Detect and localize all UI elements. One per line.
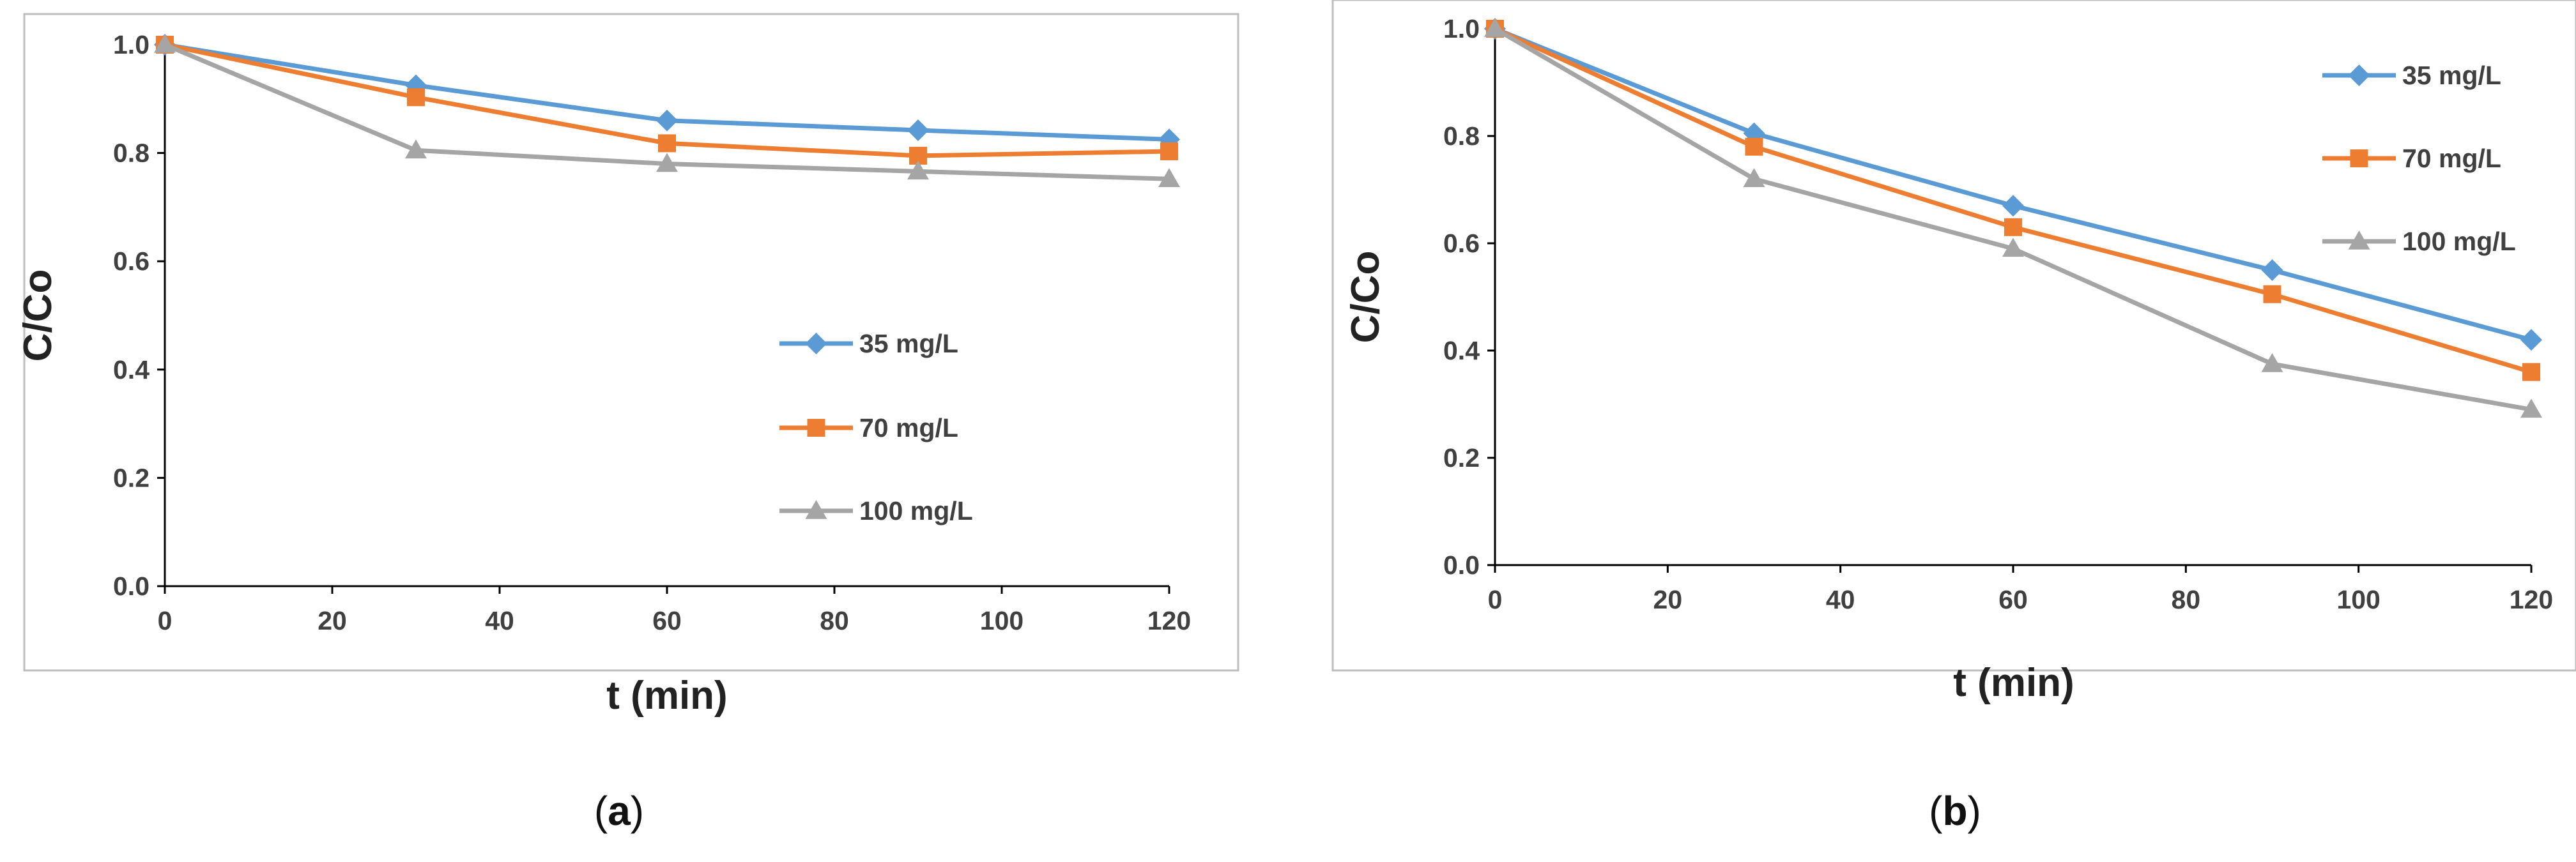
- legend-marker: [805, 333, 827, 354]
- data-point: [909, 146, 927, 165]
- chart-frame: [1331, 0, 2576, 672]
- data-point: [405, 139, 427, 159]
- data-point: [907, 160, 929, 180]
- y-tick-label: 0.4: [113, 355, 150, 384]
- legend-marker: [805, 500, 827, 519]
- x-tick-label: 20: [318, 606, 347, 635]
- x-tick-label: 40: [485, 606, 514, 635]
- data-point: [2263, 285, 2281, 303]
- chart-panel-b: 0.0 0.2 0.4 0.6 0.8 1.0 0 20 40 60 80 100 120 C/Co t (…: [1331, 0, 2576, 834]
- legend-label: 100 mg/L: [2402, 227, 2516, 256]
- x-tick-label: 0: [1488, 585, 1503, 614]
- data-point: [2002, 238, 2024, 257]
- chart-frame: [23, 13, 1239, 672]
- series-100-mg-l: [1484, 18, 2542, 418]
- x-tick-label: 100: [2336, 585, 2380, 614]
- data-point: [2261, 353, 2283, 372]
- legend-label: 70 mg/L: [859, 413, 958, 442]
- x-tick-label: 120: [2510, 585, 2553, 614]
- data-point: [1745, 137, 1763, 156]
- data-point: [407, 88, 425, 107]
- data-point: [658, 134, 676, 153]
- caption-paren-open: (: [594, 788, 608, 834]
- x-tick-label: 0: [158, 606, 172, 635]
- caption-paren-open: (: [1929, 788, 1942, 834]
- legend-entry: 70 mg/L: [779, 413, 958, 442]
- legend-entry: 70 mg/L: [2322, 144, 2501, 173]
- y-tick-label: 0.0: [113, 571, 150, 601]
- data-point: [2002, 195, 2024, 217]
- panel-caption: (b): [1929, 788, 1981, 834]
- x-tick-label: 60: [652, 606, 682, 635]
- legend-marker: [2348, 64, 2370, 86]
- legend-label: 35 mg/L: [859, 329, 958, 358]
- panel-caption: (a): [594, 788, 644, 834]
- data-point: [907, 119, 929, 141]
- y-tick-label: 0.2: [1443, 443, 1480, 473]
- y-tick-label: 1.0: [1443, 14, 1480, 43]
- x-axis-title: t (min): [606, 674, 727, 718]
- data-point: [1484, 18, 1506, 37]
- legend-entry: 35 mg/L: [2322, 61, 2501, 90]
- series-70-mg-l: [156, 36, 1178, 165]
- y-tick-label: 0.4: [1443, 336, 1480, 365]
- data-point: [2522, 363, 2540, 381]
- x-tick-label: 80: [820, 606, 849, 635]
- series-100-mg-l: [154, 34, 1180, 188]
- data-point: [1743, 168, 1765, 187]
- data-point: [656, 153, 678, 172]
- legend-marker: [2348, 231, 2370, 250]
- x-tick-label: 60: [1998, 585, 2028, 614]
- x-tick-label: 40: [1826, 585, 1855, 614]
- caption-paren-close: ): [1968, 788, 1981, 834]
- legend-entry: 100 mg/L: [779, 496, 973, 526]
- legend-marker: [807, 419, 825, 437]
- legend-label: 100 mg/L: [859, 496, 973, 526]
- x-tick-label: 80: [2172, 585, 2201, 614]
- data-point: [2261, 259, 2283, 281]
- data-point: [1160, 142, 1178, 161]
- legend-label: 35 mg/L: [2402, 61, 2501, 90]
- data-point: [154, 34, 176, 53]
- series-35-mg-l: [154, 34, 1180, 151]
- series-35-mg-l: [1484, 18, 2542, 351]
- y-tick-label: 0.6: [1443, 229, 1480, 258]
- y-tick-label: 0.0: [1443, 550, 1480, 580]
- caption-letter: a: [608, 788, 631, 834]
- data-point: [2520, 329, 2542, 351]
- y-tick-label: 0.8: [113, 139, 150, 168]
- x-tick-label: 120: [1147, 606, 1191, 635]
- x-axis-title: t (min): [1953, 661, 2074, 705]
- y-tick-label: 1.0: [113, 30, 150, 59]
- legend-label: 70 mg/L: [2402, 144, 2501, 173]
- legend-entry: 100 mg/L: [2322, 227, 2516, 256]
- caption-paren-close: ): [631, 788, 644, 834]
- x-tick-label: 20: [1653, 585, 1683, 614]
- y-tick-label: 0.2: [113, 463, 150, 492]
- y-tick-label: 0.8: [1443, 121, 1480, 151]
- x-tick-label: 100: [980, 606, 1023, 635]
- data-point: [656, 109, 678, 132]
- caption-letter: b: [1942, 788, 1967, 834]
- data-point: [2520, 398, 2542, 418]
- legend-entry: 35 mg/L: [779, 329, 958, 358]
- y-axis-title: C/Co: [1344, 251, 1388, 344]
- legend-marker: [2350, 149, 2368, 167]
- chart-panel-a: 0.0 0.2 0.4 0.6 0.8 1.0 0 20 40 60 80 100 120 C/Co t (…: [16, 13, 1239, 834]
- y-tick-label: 0.6: [113, 246, 150, 276]
- y-axis-title: C/Co: [16, 269, 60, 362]
- data-point: [1158, 168, 1180, 188]
- data-point: [2004, 218, 2022, 236]
